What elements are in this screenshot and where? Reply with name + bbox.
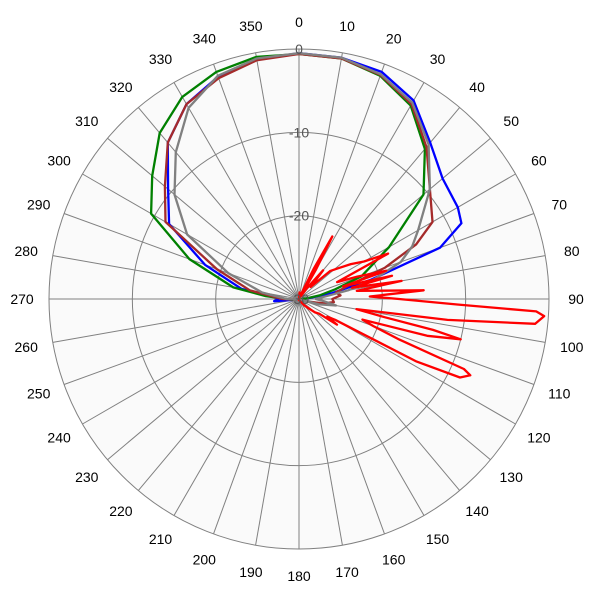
angular-grid-line <box>298 298 461 491</box>
angular-grid-line <box>298 137 491 300</box>
radial-tick-label: -10 <box>289 124 309 140</box>
angle-tick-label: 130 <box>500 469 524 485</box>
angular-grid-line <box>173 82 300 300</box>
angular-grid-line <box>107 298 300 461</box>
angle-tick-label: 70 <box>552 196 568 212</box>
angular-grid-line <box>137 107 300 300</box>
angle-tick-label: 290 <box>27 196 51 212</box>
angle-tick-label: 60 <box>531 153 547 169</box>
angular-grid-line <box>213 298 300 535</box>
angle-tick-label: 300 <box>47 153 71 169</box>
angle-tick-label: 170 <box>335 564 359 580</box>
angle-tick-label: 240 <box>47 430 71 446</box>
radial-tick-label: -20 <box>289 208 309 224</box>
angle-tick-label: 350 <box>239 18 263 34</box>
angular-grid-line <box>298 298 546 343</box>
angle-tick-label: 200 <box>193 551 217 567</box>
angular-grid-line <box>63 213 300 300</box>
angular-grid-line <box>298 298 535 385</box>
angular-grid-line <box>298 173 516 300</box>
angular-grid-line <box>298 298 343 546</box>
angle-tick-label: 90 <box>568 291 584 307</box>
angle-tick-label: 40 <box>469 79 485 95</box>
radial-tick-label: 0 <box>295 41 303 57</box>
angle-tick-label: 270 <box>10 291 34 307</box>
angular-grid-line <box>298 298 491 461</box>
angular-grid-line <box>298 52 343 300</box>
angle-tick-label: 140 <box>465 503 489 519</box>
series-group <box>149 52 546 379</box>
angle-tick-label: 340 <box>193 31 217 47</box>
angle-tick-label: 0 <box>295 14 303 30</box>
series-line-3 <box>173 52 432 307</box>
angular-grid-line <box>255 298 300 546</box>
angular-grid-line <box>255 52 300 300</box>
angle-tick-label: 160 <box>382 551 406 567</box>
angular-grid-line <box>52 298 300 343</box>
angle-tick-label: 310 <box>75 113 99 129</box>
angle-tick-label: 220 <box>109 503 133 519</box>
angle-tick-label: 180 <box>287 568 311 584</box>
angular-grid-line <box>298 107 461 300</box>
angle-tick-label: 50 <box>503 113 519 129</box>
angular-grid-line <box>82 298 300 425</box>
angular-grid-line <box>298 63 385 300</box>
series-line-4 <box>297 235 546 379</box>
angle-tick-label: 280 <box>15 243 39 259</box>
angle-tick-label: 100 <box>560 339 584 355</box>
angular-grid-line <box>173 298 300 516</box>
radial-tick-label: -30 <box>289 291 309 307</box>
angle-tick-label: 190 <box>239 564 263 580</box>
angle-tick-label: 30 <box>430 51 446 67</box>
angle-tick-label: 260 <box>15 339 39 355</box>
angle-tick-label: 250 <box>27 386 51 402</box>
angle-tick-label: 20 <box>386 31 402 47</box>
angular-grid-line <box>63 298 300 385</box>
angle-tick-label: 10 <box>339 18 355 34</box>
angular-grid-line <box>137 298 300 491</box>
angular-grid-line <box>298 298 385 535</box>
angular-grid-line <box>298 213 535 300</box>
angle-tick-label: 150 <box>426 531 450 547</box>
angle-tick-label: 110 <box>548 386 571 402</box>
angular-grid-line <box>107 137 300 300</box>
angle-tick-label: 320 <box>109 79 133 95</box>
angular-grid-line <box>213 63 300 300</box>
angle-tick-label: 120 <box>527 430 551 446</box>
angular-grid-line <box>298 298 425 516</box>
labels-group: 0 10 20 30 40 50 60 70 80 90 100 110 120 130 140 150 160… <box>10 14 584 584</box>
angle-tick-label: 80 <box>564 243 580 259</box>
angle-tick-label: 330 <box>149 51 173 67</box>
angle-tick-label: 210 <box>149 531 173 547</box>
angle-tick-label: 230 <box>75 469 99 485</box>
